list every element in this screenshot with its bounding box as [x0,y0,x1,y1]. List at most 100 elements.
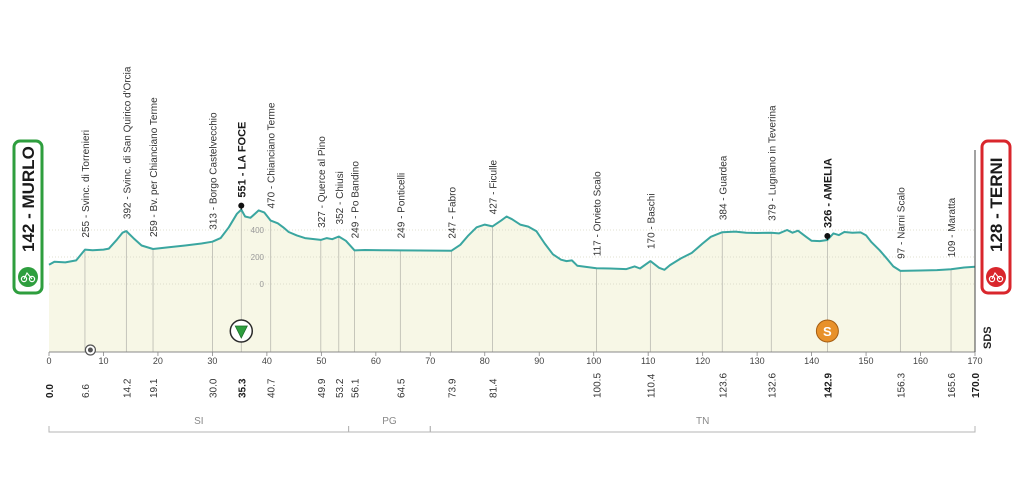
km-tick-label: 30 [207,356,217,366]
km-tick-label: 80 [480,356,490,366]
profile-area-layer [49,209,975,352]
region-label: PG [382,416,397,427]
region-label: TN [696,416,709,427]
km-tick-label: 160 [913,356,928,366]
profile-line-layer [48,208,976,272]
feed-zone-marker-dot [87,347,93,353]
sprint-marker-label: S [823,324,832,339]
km-bottom-label: 35.3 [237,378,248,398]
sds-label: SDS [982,326,994,349]
km-tick-label: 50 [316,356,326,366]
altitude-tick-label: 0 [260,280,265,289]
km-bottom-label: 110.4 [646,373,657,398]
km-axis-layer: 0 10 20 30 40 50 60 70 80 90 100 110 120 130 140 150 160… [46,150,983,366]
waypoint-label: 170 - Baschi [646,193,657,249]
finish-badge-bike-icon [986,267,1006,287]
waypoint-label: 109 - Maratta [947,197,958,257]
km-tick-label: 0 [46,356,51,366]
km-tick-label: 130 [750,356,765,366]
km-tick-label: 10 [98,356,108,366]
finish-badge: 128 - TERNI [980,139,1012,295]
km-bottom-label: 14.2 [122,378,133,398]
waypoint-label: 117 - Orvieto Scalo [592,171,603,256]
region-label: SI [194,416,203,427]
profile-line [48,208,976,272]
waypoint-label: 327 - Querce al Pino [317,136,328,228]
km-tick-label: 140 [804,356,819,366]
km-tick-label: 120 [695,356,710,366]
waypoint-label: 259 - Bv. per Chianciano Terme [149,97,160,237]
finish-badge-bike-wheel-icon [988,275,996,283]
km-tick-label: 60 [371,356,381,366]
start-badge-bike-frame-icon [23,272,33,280]
km-bottom-label: 56.1 [351,378,362,398]
finish-badge-bike-frame-icon [991,272,1001,280]
waypoint-labels-layer: 255 - Svinc. di Torrenieri 392 - Svinc. d… [81,66,958,259]
km-tick-label: 170 [967,356,982,366]
start-badge-bike-wheel-icon [20,275,28,283]
waypoint-label: 352 - Chiusi [335,171,346,224]
km-tick-label: 20 [153,356,163,366]
km-bottom-label: 40.7 [267,378,278,398]
waypoint-label: 470 - Chianciano Terme [267,102,278,208]
waypoint-label: 249 - Ponticelli [396,173,407,239]
waypoint-label: 379 - Lugnano in Teverina [767,105,778,221]
km-bottom-labels-layer: 0.0 6.6 14.2 19.1 30.0 35.3 40.7 49.9 53.2 56.1 64… [45,373,982,398]
km-bottom-label: 0.0 [45,384,56,398]
waypoint-label: 247 - Fabro [448,187,459,239]
km-bottom-label: 81.4 [488,378,499,398]
start-badge-bike-icon [18,267,38,287]
regions-layer: SI PG TN [48,416,976,433]
waypoint-label: 551 - LA FOCE [236,122,248,198]
km-tick-label: 90 [534,356,544,366]
kom-marker-triangle [234,325,248,339]
waypoint-label: 249 - Po Bandino [351,161,362,239]
km-bottom-label: 19.1 [149,378,160,398]
finish-badge-label: 128 - TERNI [987,158,1006,252]
km-bottom-label: 142.9 [823,373,834,398]
finish-badge-bike-wheel-icon [996,275,1004,283]
km-bottom-label: 64.5 [396,378,407,398]
waypoint-label: 255 - Svinc. di Torrenieri [81,130,92,238]
km-bottom-label: 170.0 [971,373,982,398]
altitude-tick-label: 400 [251,226,265,235]
km-bottom-label: 132.6 [767,373,778,398]
markers-layer: S [84,319,839,356]
finish-badge-frame [980,139,1012,295]
profile-area [49,209,975,352]
km-tick-label: 100 [586,356,601,366]
waypoint-dot [238,202,245,209]
start-badge-bike-wheel-icon [28,275,36,283]
start-badge-frame [12,139,44,295]
km-tick-label: 110 [641,356,655,366]
region-bracket [429,426,976,433]
km-bottom-label: 30.0 [208,378,219,398]
km-bottom-label: 165.6 [947,373,958,398]
km-bottom-label: 49.9 [317,378,328,398]
km-bottom-label: 100.5 [592,373,603,398]
waypoint-label: 313 - Borgo Castelvecchio [208,112,219,230]
km-bottom-label: 123.6 [718,373,729,398]
km-tick-label: 150 [859,356,874,366]
waypoint-label: 384 - Guardea [718,155,729,220]
km-bottom-label: 156.3 [896,373,907,398]
waypoint-label: 427 - Ficulle [488,159,499,214]
waypoint-label: 392 - Svinc. di San Quirico d'Orcia [122,66,133,219]
km-bottom-label: 53.2 [335,378,346,398]
km-bottom-label: 6.6 [81,384,92,398]
altitude-grid-layer: 0 200 400 [49,226,975,289]
km-tick-label: 40 [262,356,272,366]
waypoint-dot [824,232,831,239]
altitude-tick-label: 200 [251,253,265,262]
sprint-marker [815,319,839,343]
km-bottom-label: 73.9 [448,378,459,398]
waypoint-lines-layer [84,209,952,352]
waypoint-label: 326 - AMELIA [822,158,834,228]
badges-layer: 142 - MURLO 128 - TERNI SDS [12,139,1012,349]
start-badge: 142 - MURLO [12,139,44,295]
km-tick-label: 70 [425,356,435,366]
waypoint-label: 97 - Narni Scalo [896,187,907,259]
start-badge-label: 142 - MURLO [19,146,38,252]
